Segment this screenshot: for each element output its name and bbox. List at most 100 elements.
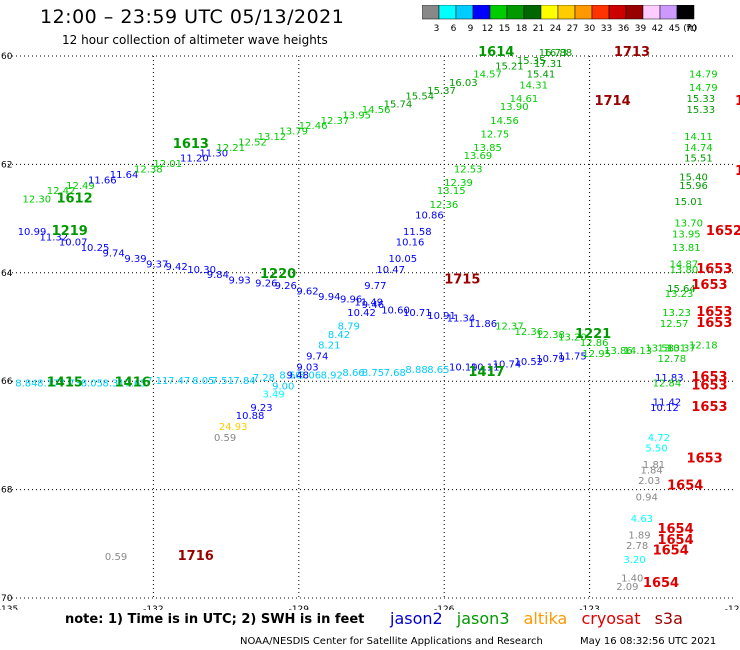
swh-point-label: 10.47 — [376, 265, 405, 276]
swh-point-label: 9.96 — [340, 295, 362, 306]
track-label: 1653 — [696, 316, 732, 331]
swh-point-label: 9.23 — [250, 403, 272, 414]
swh-point-label: 10.42 — [347, 308, 376, 319]
legend-jason2: jason2 — [390, 609, 443, 628]
swh-point-label: 15.40 — [679, 173, 708, 184]
swh-point-label: 15.74 — [384, 99, 413, 110]
note-text: note: 1) Time is in UTC; 2) SWH is in fe… — [65, 612, 365, 627]
satellite-legend: jason2 jason3 altika cryosat s3a — [390, 609, 692, 628]
swh-point-label: 10.79 — [536, 354, 565, 365]
swh-point-label: 11.86 — [468, 319, 497, 330]
footer-credit: NOAA/NESDIS Center for Satellite Applica… — [240, 636, 543, 647]
swh-point-label: 11.83 — [655, 373, 684, 384]
swh-point-label: 13.15 — [437, 186, 466, 197]
swh-point-label: 7.84 — [233, 376, 255, 387]
swh-point-label: 12.42 — [47, 186, 76, 197]
swh-point-label: 13.95 — [342, 110, 371, 121]
swh-point-label: 12.95 — [582, 349, 611, 360]
swh-point-label: 10.60 — [381, 305, 410, 316]
swh-label: 45 — [669, 24, 680, 34]
swh-point-label: 12.38 — [134, 165, 163, 176]
swh-label: 3 — [434, 24, 440, 34]
track-label: 1653 — [696, 262, 732, 277]
swh-point-label: 9.00 — [272, 381, 294, 392]
swh-point-label: 11.66 — [88, 175, 117, 186]
swh-point-label: 12.21 — [216, 143, 245, 154]
swh-point-label: 9.46 — [362, 300, 384, 311]
swh-label: 21 — [533, 24, 544, 34]
swh-point-label: 9.03 — [296, 362, 318, 373]
swh-point-label: 2.78 — [626, 541, 648, 552]
swh-point-label: 13.69 — [464, 151, 493, 162]
swh-label: 6 — [451, 24, 457, 34]
swh-point-label: 9.26 — [255, 278, 277, 289]
swh-point-label: 3.49 — [262, 389, 284, 400]
swh-point-label: 11.34 — [447, 314, 476, 325]
swh-point-label: 10.88 — [236, 411, 265, 422]
swh-point-label: 8.84 — [15, 379, 37, 390]
swh-point-label: 8.75 — [362, 368, 384, 379]
track-label: 1715 — [444, 273, 480, 288]
swh-point-label: 0.59 — [214, 433, 236, 444]
legend-s3a: s3a — [654, 609, 683, 628]
swh-point-label: 14.11 — [684, 132, 713, 143]
swh-label: 27 — [567, 24, 578, 34]
swh-point-label: 14.13 — [624, 346, 653, 357]
swh-point-label: 9.62 — [296, 286, 318, 297]
swh-point-label: 11.20 — [180, 154, 209, 165]
swh-point-label: 8.05 — [192, 376, 214, 387]
track-label: 1612 — [56, 191, 92, 206]
swh-point-label: 12.36 — [430, 200, 459, 211]
swh-point-label: 7.51 — [212, 376, 234, 387]
swh-point-label: 9.77 — [364, 281, 386, 292]
swh-label: 9 — [468, 24, 474, 34]
swh-point-label: 13.90 — [500, 102, 529, 113]
swh-point-label: 7.47 — [168, 376, 190, 387]
swh-point-label: 12.37 — [495, 322, 524, 333]
track-label: 1653 — [691, 370, 727, 385]
x-tick-label: -123 — [579, 605, 599, 610]
swh-point-label: 17.31 — [534, 59, 563, 70]
swh-point-label: 8.79 — [338, 322, 360, 333]
swh-point-label: 1.81 — [643, 460, 665, 471]
swh-point-label: 8.31 — [103, 379, 125, 390]
swh-point-label: 8.66 — [342, 368, 364, 379]
swh-label: 12 — [482, 24, 493, 34]
swh-point-label: 11.64 — [110, 170, 139, 181]
track-label: 1653 — [691, 378, 727, 393]
y-tick-label: 62 — [1, 160, 12, 170]
swh-point-label: 0.59 — [105, 552, 127, 563]
swh-point-label: 13.85 — [473, 143, 502, 154]
swh-point-label: 9.37 — [146, 259, 168, 270]
swh-point-label: 8.65 — [427, 365, 449, 376]
swh-point-label: 15.51 — [684, 154, 713, 165]
swh-point-label: 12.75 — [481, 129, 510, 140]
swh-point-label: 13.23 — [662, 308, 691, 319]
swh-point-label: 14.87 — [670, 259, 699, 270]
swh-point-label: 13.80 — [670, 265, 699, 276]
swh-point-label: 1.40 — [621, 574, 643, 585]
swh-point-label: 13.95 — [672, 230, 701, 241]
track-label: 1415 — [47, 376, 83, 391]
swh-point-label: 16.03 — [449, 78, 478, 89]
swh-label: 33 — [601, 24, 612, 34]
altimeter-map: -135 -132 -129 -126 -123 -120 60 62 64 66 68 70 12.3… — [0, 45, 740, 610]
swh-point-label: 2.09 — [616, 582, 638, 593]
swh-point-label: 10.25 — [81, 243, 110, 254]
track-label: 1653 — [691, 400, 727, 415]
swh-point-label: 12.36 — [514, 327, 543, 338]
swh-point-label: 15.54 — [405, 91, 434, 102]
swh-point-label: 12.37 — [321, 116, 350, 127]
swh-point-label: 12.38 — [536, 330, 565, 341]
swh-label: 42 — [652, 24, 663, 34]
swh-point-label: 8.17 — [37, 379, 59, 390]
y-tick-label: 64 — [1, 269, 13, 279]
swh-point-label: 13.86 — [604, 346, 633, 357]
swh-point-label: 4.63 — [631, 514, 653, 525]
swh-point-label: 14.57 — [473, 70, 502, 81]
legend-cryosat: cryosat — [581, 609, 641, 628]
y-tick-label: 68 — [1, 486, 13, 496]
track-label: 1654 — [643, 576, 679, 591]
swh-point-label: 7.68 — [384, 368, 406, 379]
track-label: 1614 — [478, 45, 514, 60]
